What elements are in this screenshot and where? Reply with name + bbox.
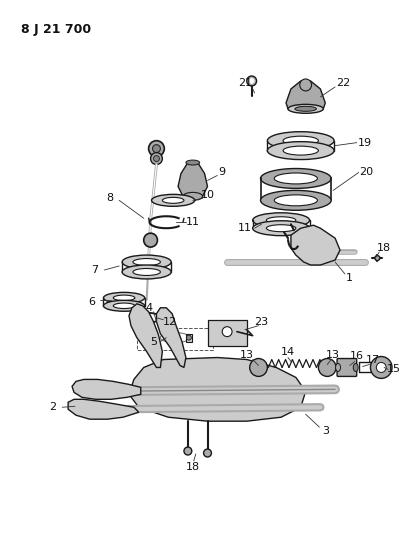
Ellipse shape	[353, 364, 358, 372]
Text: 8: 8	[106, 193, 113, 204]
Text: 13: 13	[326, 350, 340, 360]
Ellipse shape	[113, 303, 135, 309]
Polygon shape	[186, 334, 192, 342]
Text: 15: 15	[387, 365, 401, 375]
Ellipse shape	[288, 104, 323, 114]
Ellipse shape	[183, 192, 203, 200]
Text: 3: 3	[322, 426, 329, 436]
Polygon shape	[291, 225, 340, 265]
Circle shape	[370, 357, 392, 378]
Circle shape	[154, 156, 160, 161]
Text: 14: 14	[281, 346, 295, 357]
Circle shape	[153, 144, 160, 152]
Polygon shape	[286, 81, 325, 109]
Ellipse shape	[186, 160, 199, 165]
Circle shape	[204, 449, 212, 457]
Ellipse shape	[253, 213, 310, 228]
Ellipse shape	[260, 190, 331, 211]
Ellipse shape	[122, 265, 171, 279]
Ellipse shape	[133, 269, 160, 276]
Ellipse shape	[162, 197, 184, 203]
Circle shape	[249, 78, 254, 84]
Text: 19: 19	[357, 138, 372, 148]
Text: 11: 11	[238, 223, 252, 233]
Text: 9: 9	[219, 167, 226, 177]
Ellipse shape	[122, 255, 171, 269]
Text: 23: 23	[254, 317, 268, 327]
Polygon shape	[156, 308, 186, 367]
FancyBboxPatch shape	[208, 320, 247, 345]
Polygon shape	[178, 163, 208, 196]
Ellipse shape	[133, 259, 160, 265]
Ellipse shape	[336, 364, 341, 372]
Text: 4: 4	[145, 303, 152, 313]
Ellipse shape	[104, 300, 145, 311]
Polygon shape	[72, 379, 141, 399]
Ellipse shape	[274, 173, 318, 184]
Circle shape	[247, 76, 257, 86]
Circle shape	[187, 335, 191, 340]
Text: 8 J 21 700: 8 J 21 700	[21, 23, 91, 36]
Ellipse shape	[295, 107, 316, 111]
Polygon shape	[68, 399, 139, 419]
Text: 18: 18	[186, 462, 200, 472]
Text: 11: 11	[186, 217, 200, 227]
Circle shape	[184, 447, 192, 455]
Circle shape	[250, 359, 267, 376]
Text: 7: 7	[91, 265, 98, 275]
Text: 10: 10	[201, 190, 214, 200]
Text: 16: 16	[350, 351, 364, 360]
Ellipse shape	[152, 195, 195, 206]
Text: 5: 5	[150, 337, 157, 346]
Text: 17: 17	[366, 354, 380, 365]
Circle shape	[151, 152, 162, 165]
Circle shape	[144, 233, 158, 247]
FancyBboxPatch shape	[337, 359, 357, 376]
Text: 6: 6	[88, 297, 95, 307]
Text: 18: 18	[377, 243, 391, 253]
Text: 13: 13	[240, 350, 254, 360]
Circle shape	[375, 255, 380, 261]
Ellipse shape	[104, 293, 145, 303]
Ellipse shape	[274, 195, 318, 206]
Text: 21: 21	[238, 78, 252, 88]
Ellipse shape	[267, 142, 334, 159]
Ellipse shape	[267, 132, 334, 150]
Polygon shape	[129, 304, 162, 367]
Text: 2: 2	[49, 402, 56, 412]
Text: 1: 1	[346, 273, 353, 283]
Ellipse shape	[113, 295, 135, 301]
Polygon shape	[129, 358, 305, 421]
Text: 12: 12	[163, 317, 177, 327]
Ellipse shape	[253, 221, 310, 236]
Ellipse shape	[266, 225, 296, 232]
Ellipse shape	[283, 146, 318, 155]
Text: 20: 20	[359, 167, 374, 177]
Circle shape	[376, 362, 386, 373]
Text: 22: 22	[336, 78, 350, 88]
Circle shape	[149, 141, 164, 157]
Circle shape	[222, 327, 232, 337]
Ellipse shape	[266, 217, 296, 224]
Ellipse shape	[283, 136, 318, 145]
Ellipse shape	[260, 168, 331, 188]
Circle shape	[300, 79, 312, 91]
Circle shape	[318, 359, 336, 376]
